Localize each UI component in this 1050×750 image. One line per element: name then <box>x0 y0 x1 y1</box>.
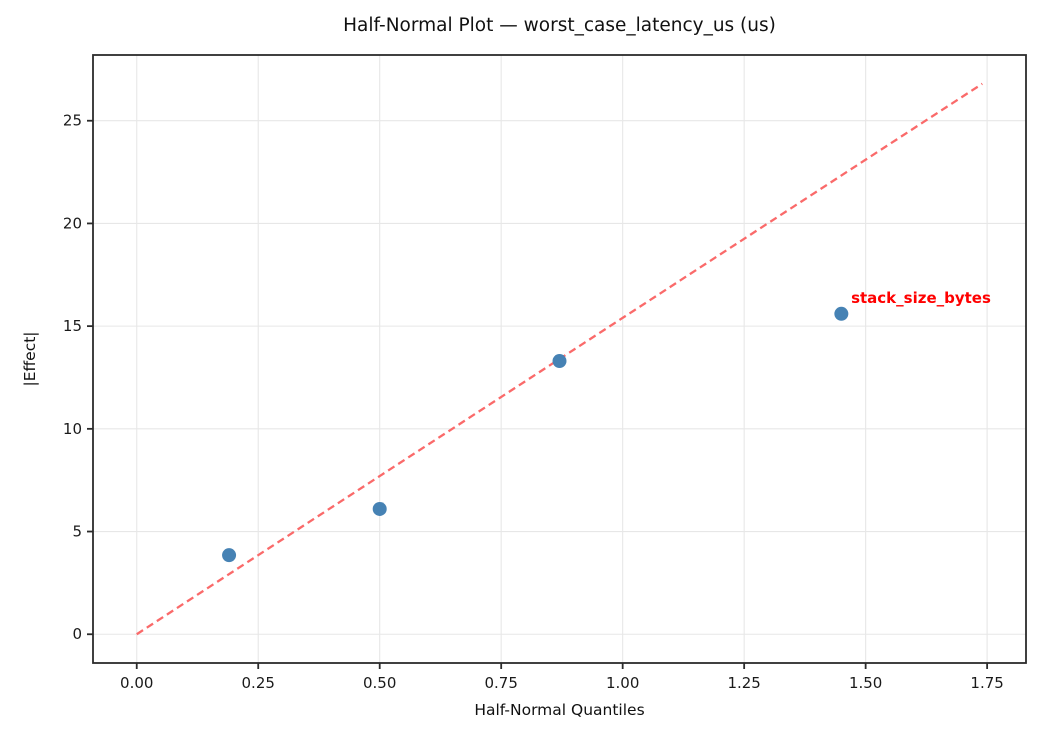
x-tick-label: 1.25 <box>727 674 760 692</box>
data-point <box>222 548 237 563</box>
y-tick-label: 25 <box>63 112 82 130</box>
annotation-label: stack_size_bytes <box>851 289 991 307</box>
data-point <box>834 306 849 321</box>
x-axis-label: Half-Normal Quantiles <box>474 701 645 719</box>
y-tick-label: 10 <box>63 420 82 438</box>
x-tick-label: 1.50 <box>849 674 882 692</box>
x-tick-label: 0.25 <box>242 674 275 692</box>
y-tick-label: 5 <box>72 523 82 541</box>
data-point <box>552 354 567 369</box>
y-tick-label: 20 <box>63 214 82 232</box>
y-tick-label: 15 <box>63 317 82 335</box>
x-tick-label: 0.75 <box>484 674 517 692</box>
x-tick-label: 0.00 <box>120 674 153 692</box>
data-point <box>372 501 387 516</box>
x-tick-label: 1.75 <box>970 674 1003 692</box>
chart-title: Half-Normal Plot — worst_case_latency_us… <box>343 15 776 36</box>
x-tick-label: 0.50 <box>363 674 396 692</box>
y-tick-label: 0 <box>72 625 82 643</box>
x-tick-label: 1.00 <box>606 674 639 692</box>
plot-border <box>92 54 1027 664</box>
